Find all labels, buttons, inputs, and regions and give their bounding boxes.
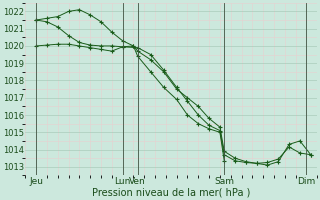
X-axis label: Pression niveau de la mer( hPa ): Pression niveau de la mer( hPa ) [92,187,251,197]
